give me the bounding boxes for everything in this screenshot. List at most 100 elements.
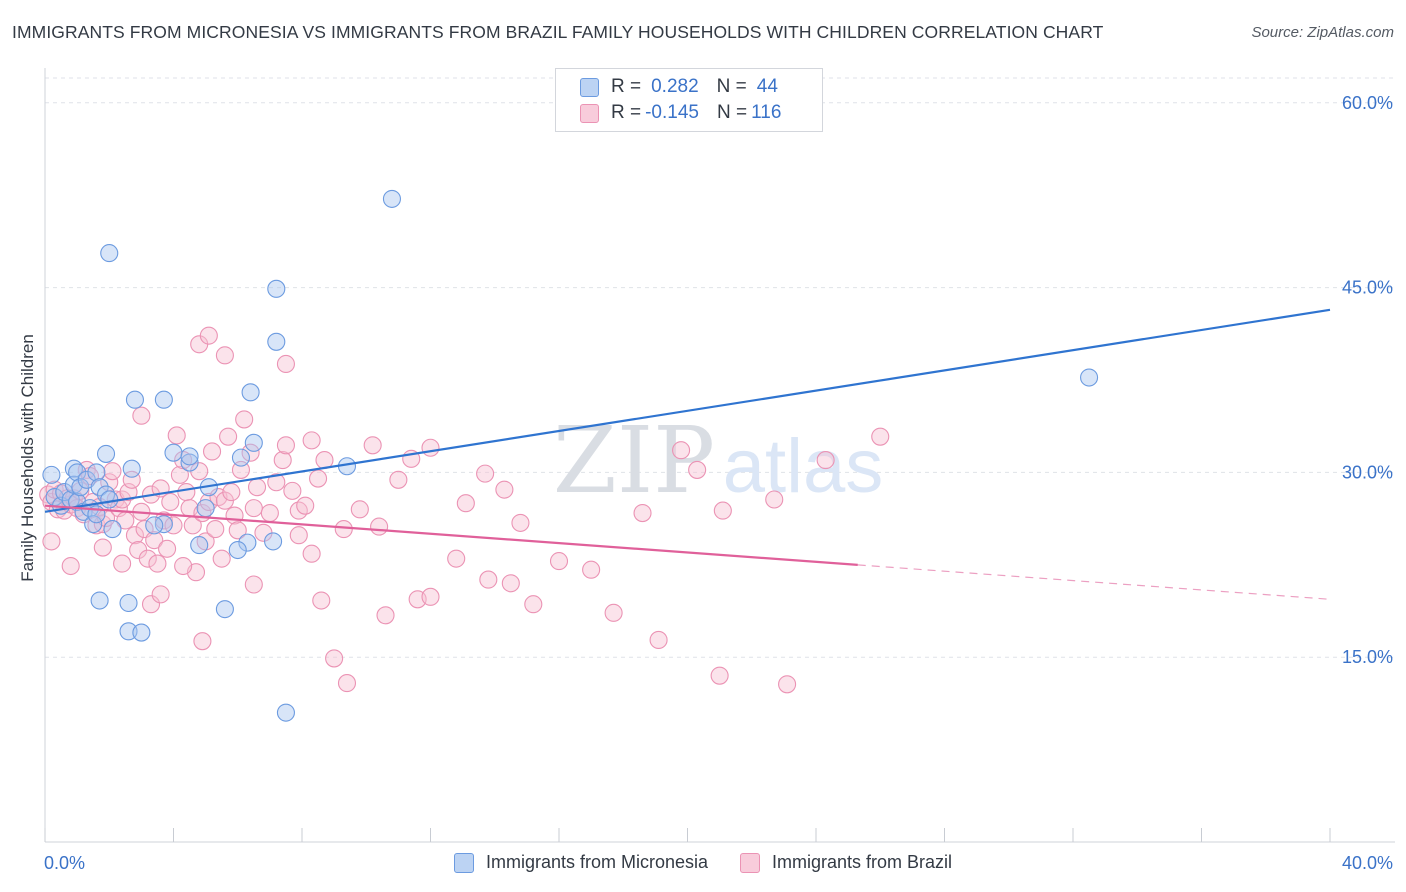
brazil-point xyxy=(235,410,254,429)
tick-labels: 15.0% 30.0% 45.0% 60.0% 0.0% 40.0% xyxy=(44,93,1393,873)
micronesia-point xyxy=(180,447,199,466)
brazil-point xyxy=(325,649,344,668)
micronesia-point xyxy=(154,390,173,409)
x-tick-label-max: 40.0% xyxy=(1342,853,1393,873)
micronesia-point xyxy=(228,540,247,560)
brazil-point xyxy=(524,595,543,614)
micronesia-point xyxy=(87,463,106,482)
brazil-point xyxy=(222,483,241,502)
brazil-point xyxy=(778,675,797,694)
micronesia-point xyxy=(90,478,109,497)
legend-label-brazil: Immigrants from Brazil xyxy=(772,852,953,872)
micronesia-point xyxy=(267,332,286,351)
micronesia-point xyxy=(382,189,402,208)
brazil-point xyxy=(582,560,601,579)
legend-item-micronesia: Immigrants from Micronesia xyxy=(453,852,708,873)
legend-row-micronesia: R = 0.282 N = 44 xyxy=(580,76,778,98)
brazil-point xyxy=(103,462,122,481)
micronesia-point xyxy=(215,600,234,619)
brazil-point xyxy=(549,552,569,571)
micronesia-point xyxy=(190,536,209,555)
brazil-point xyxy=(61,556,80,576)
y-tick-label: 45.0% xyxy=(1342,278,1393,298)
brazil-point xyxy=(267,473,286,492)
brazil-point xyxy=(167,426,186,445)
brazil-point xyxy=(710,666,729,685)
micronesia-point xyxy=(122,459,141,478)
micronesia-point xyxy=(244,433,263,452)
brazil-point xyxy=(212,549,231,568)
brazil-point xyxy=(672,441,691,460)
brazil-point xyxy=(649,630,668,650)
brazil-point xyxy=(219,427,238,446)
micronesia-point xyxy=(68,463,87,482)
legend-item-brazil: Immigrants from Brazil xyxy=(740,852,952,873)
brazil-point xyxy=(495,480,514,499)
brazil-n-label: N = xyxy=(716,102,748,123)
brazil-point xyxy=(479,570,498,589)
brazil-trend-line xyxy=(44,504,858,566)
micronesia-swatch xyxy=(580,77,599,97)
brazil-point xyxy=(816,451,835,470)
brazil-point xyxy=(199,326,218,345)
brazil-point xyxy=(225,506,244,525)
brazil-r-label: R = xyxy=(611,102,642,123)
brazil-point xyxy=(141,595,161,614)
micronesia-points xyxy=(42,189,1099,722)
watermark-atlas: atlas xyxy=(723,424,884,509)
stats-legend: R = 0.282 N = 44 R = -0.145 N = 116 xyxy=(555,68,823,132)
micronesia-point xyxy=(238,533,257,552)
brazil-point xyxy=(447,549,466,568)
micronesia-point xyxy=(90,591,109,610)
micronesia-n-label: N = xyxy=(716,76,747,97)
brazil-point xyxy=(633,504,652,523)
brazil-point xyxy=(161,492,180,512)
brazil-point xyxy=(247,478,267,497)
brazil-point xyxy=(145,531,164,550)
brazil-point xyxy=(302,431,321,450)
brazil-point xyxy=(337,674,357,693)
axes xyxy=(44,68,1395,843)
micronesia-point xyxy=(231,448,251,467)
brazil-point xyxy=(312,591,331,610)
brazil-point xyxy=(42,532,61,551)
brazil-point xyxy=(713,501,732,520)
micronesia-point xyxy=(264,532,283,551)
micronesia-trend-line xyxy=(44,308,1331,513)
brazil-point xyxy=(113,554,132,573)
micronesia-point xyxy=(119,622,138,641)
micronesia-point xyxy=(267,279,286,298)
micronesia-r-value: 0.282 xyxy=(651,76,699,97)
brazil-point xyxy=(456,494,475,513)
brazil-point xyxy=(334,520,353,539)
brazil-point xyxy=(604,603,623,622)
y-tick-label: 30.0% xyxy=(1342,462,1393,482)
brazil-point xyxy=(228,521,247,540)
brazil-point xyxy=(158,539,177,558)
brazil-point xyxy=(688,460,707,479)
brazil-point xyxy=(511,513,530,532)
legend-label-micronesia: Immigrants from Micronesia xyxy=(485,852,708,872)
brazil-point xyxy=(296,496,315,515)
series-legend: Immigrants from Micronesia Immigrants fr… xyxy=(0,852,1406,873)
micronesia-point xyxy=(180,453,199,472)
brazil-point xyxy=(177,483,196,502)
micronesia-point xyxy=(196,499,215,518)
brazil-point xyxy=(376,606,395,625)
brazil-point xyxy=(302,544,321,563)
brazil-point xyxy=(276,354,295,374)
brazil-point xyxy=(476,464,495,483)
micronesia-n-value: 44 xyxy=(756,76,778,97)
micronesia-r-label: R = xyxy=(611,76,642,97)
brazil-point xyxy=(231,460,251,479)
brazil-swatch xyxy=(580,103,599,123)
brazil-point xyxy=(421,438,440,457)
brazil-r-value: -0.145 xyxy=(645,102,699,123)
brazil-point xyxy=(215,346,234,365)
brazil-point xyxy=(244,575,263,594)
brazil-point xyxy=(138,549,157,568)
chart-title: IMMIGRANTS FROM MICRONESIA VS IMMIGRANTS… xyxy=(12,22,1104,42)
micronesia-point xyxy=(1080,368,1099,387)
brazil-point xyxy=(206,520,225,539)
brazil-point xyxy=(501,574,520,593)
